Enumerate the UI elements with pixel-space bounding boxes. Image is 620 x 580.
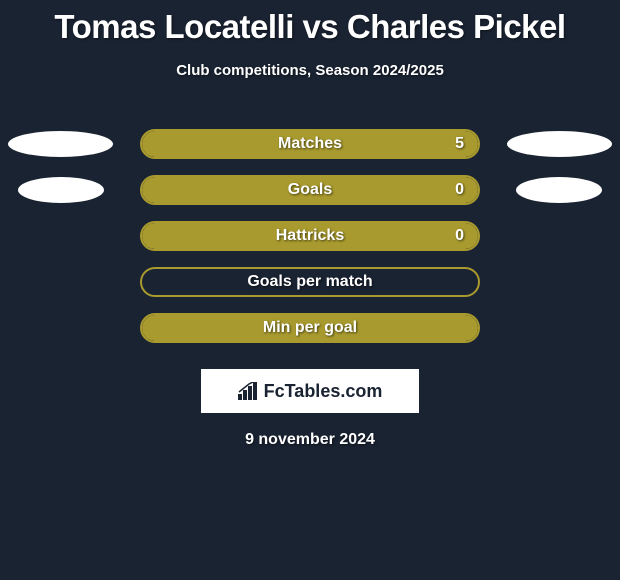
stat-row: Goals 0 [0, 167, 620, 213]
stat-row: Min per goal [0, 305, 620, 351]
subtitle: Club competitions, Season 2024/2025 [0, 62, 620, 79]
stat-label: Goals per match [247, 273, 372, 291]
stat-label: Goals [288, 181, 332, 199]
stat-bar: Min per goal [140, 313, 480, 343]
ellipse-decoration [18, 177, 104, 203]
stat-value: 0 [455, 227, 464, 245]
stat-value: 5 [455, 135, 464, 153]
logo-text: FcTables.com [264, 381, 383, 402]
stats-area: Matches 5 Goals 0 Hattricks 0 Goals per match M… [0, 121, 620, 351]
stat-label: Hattricks [276, 227, 344, 245]
chart-icon [238, 382, 260, 400]
stat-value: 0 [455, 181, 464, 199]
page-title: Tomas Locatelli vs Charles Pickel [0, 8, 620, 46]
logo: FcTables.com [238, 381, 383, 402]
stat-bar: Goals per match [140, 267, 480, 297]
logo-box[interactable]: FcTables.com [201, 369, 419, 413]
stat-label: Matches [278, 135, 342, 153]
date: 9 november 2024 [0, 431, 620, 449]
stat-row: Hattricks 0 [0, 213, 620, 259]
stat-row: Matches 5 [0, 121, 620, 167]
stat-row: Goals per match [0, 259, 620, 305]
ellipse-decoration [507, 131, 612, 157]
stat-label: Min per goal [263, 319, 357, 337]
stat-bar: Hattricks 0 [140, 221, 480, 251]
stat-bar: Goals 0 [140, 175, 480, 205]
ellipse-decoration [8, 131, 113, 157]
comparison-container: Tomas Locatelli vs Charles Pickel Club c… [0, 0, 620, 449]
ellipse-decoration [516, 177, 602, 203]
stat-bar: Matches 5 [140, 129, 480, 159]
